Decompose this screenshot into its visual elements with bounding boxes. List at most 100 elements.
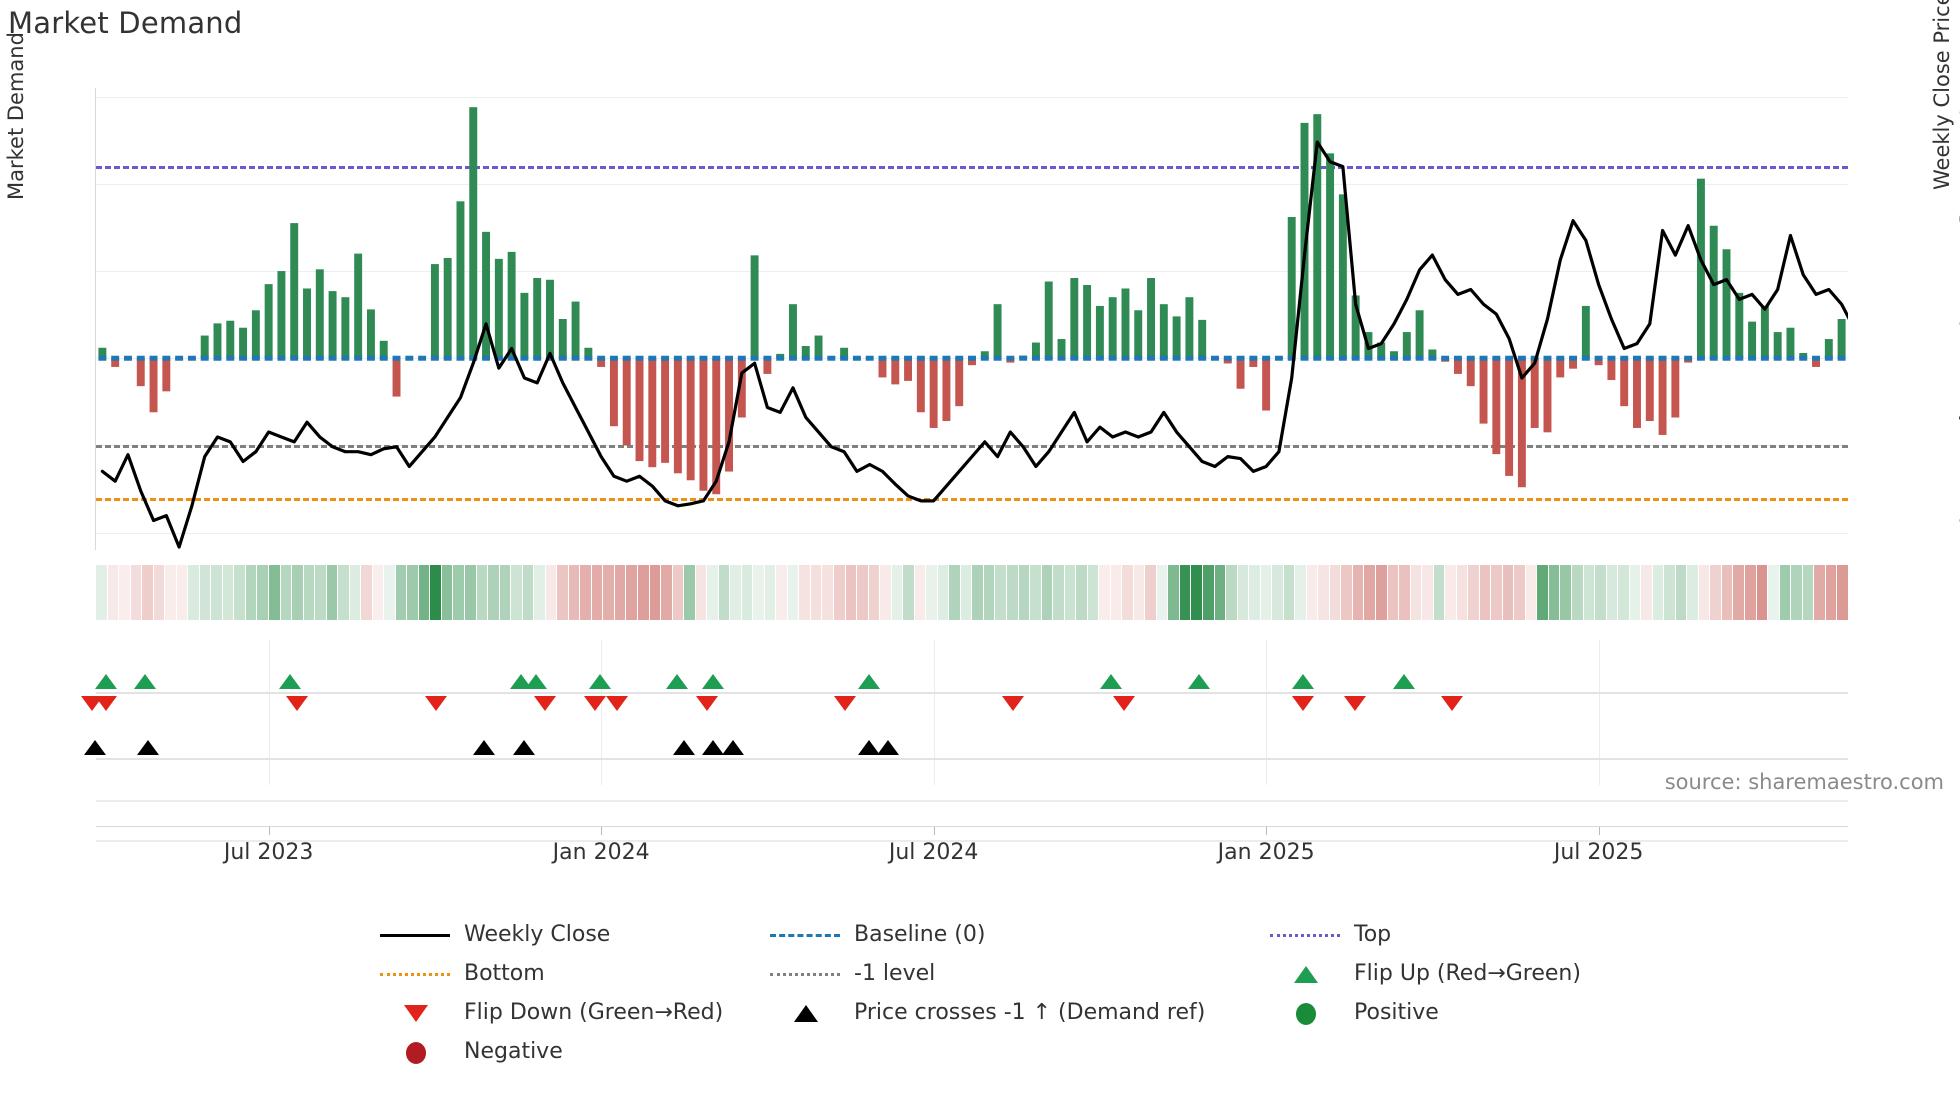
flip-down-marker xyxy=(425,696,447,711)
panel-rule xyxy=(96,800,1848,802)
flip-down-marker xyxy=(286,696,308,711)
heat-cell xyxy=(1272,565,1283,620)
page-title: Market Demand xyxy=(8,6,243,40)
marker-panel-separator xyxy=(601,640,603,785)
heat-cell xyxy=(257,565,268,620)
price-cross-marker xyxy=(513,740,535,755)
heat-cell xyxy=(418,565,430,620)
heat-cell xyxy=(476,565,488,620)
flip-up-marker xyxy=(702,674,724,689)
heat-cell xyxy=(1583,565,1595,620)
legend-item[interactable]: Flip Up (Red→Green) xyxy=(1270,961,1700,986)
price-cross-marker xyxy=(877,740,899,755)
heat-cell xyxy=(534,565,545,620)
heat-cell xyxy=(661,565,672,620)
heat-cell xyxy=(1064,565,1076,620)
cross-row-divider xyxy=(96,758,1848,760)
flip-down-marker xyxy=(1002,696,1024,711)
legend-item[interactable]: Baseline (0) xyxy=(770,922,1270,947)
heat-cell xyxy=(1710,565,1721,620)
heat-cell xyxy=(1525,565,1537,620)
flip-up-marker xyxy=(525,674,547,689)
heat-cell xyxy=(822,565,833,620)
heat-cell xyxy=(1399,565,1410,620)
legend-item[interactable]: Top xyxy=(1270,922,1700,947)
heat-cell xyxy=(1433,565,1445,620)
flip-up-marker xyxy=(1393,674,1415,689)
heat-cell xyxy=(603,565,614,620)
heat-cell xyxy=(707,565,718,620)
heat-cell xyxy=(119,565,130,620)
heat-cell xyxy=(107,565,119,620)
heat-cell xyxy=(1468,565,1479,620)
heat-cell xyxy=(1375,565,1387,620)
legend-label: Positive xyxy=(1354,1000,1439,1025)
flip-down-marker xyxy=(834,696,856,711)
flip-down-marker xyxy=(606,696,628,711)
price-cross-marker xyxy=(84,740,106,755)
heat-cell xyxy=(730,565,741,620)
legend-item[interactable]: Flip Down (Green→Red) xyxy=(380,1000,770,1025)
gridline xyxy=(96,271,1848,273)
heat-cell xyxy=(1018,565,1030,620)
heat-cell xyxy=(1318,565,1329,620)
heat-cell xyxy=(845,565,857,620)
flip-up-marker xyxy=(134,674,156,689)
heat-cell xyxy=(626,565,637,620)
heat-cell xyxy=(1768,565,1779,620)
line-dotted-purple-icon xyxy=(1270,924,1340,946)
heat-cell xyxy=(430,565,441,620)
legend-item[interactable]: Weekly Close xyxy=(380,922,770,947)
price-cross-marker xyxy=(858,740,880,755)
heat-cell xyxy=(1329,565,1341,620)
heat-cell xyxy=(1744,565,1756,620)
heat-cell xyxy=(1837,565,1848,620)
heat-cell xyxy=(903,565,914,620)
heat-cell xyxy=(1502,565,1514,620)
heat-cell xyxy=(1756,565,1768,620)
flip-down-marker xyxy=(584,696,606,711)
heat-cell xyxy=(453,565,464,620)
flip-down-marker xyxy=(1344,696,1366,711)
heat-cell xyxy=(1237,565,1249,620)
heat-cell xyxy=(776,565,787,620)
heat-cell xyxy=(142,565,153,620)
heat-cell xyxy=(972,565,983,620)
flip-down-marker xyxy=(1441,696,1463,711)
flip-down-marker xyxy=(95,696,117,711)
legend-label: -1 level xyxy=(854,961,936,986)
heat-cell xyxy=(1629,565,1641,620)
heat-cell xyxy=(1306,565,1318,620)
heat-cell xyxy=(1110,565,1122,620)
legend-item[interactable]: Negative xyxy=(380,1039,770,1064)
heat-cell xyxy=(522,565,534,620)
heat-cell xyxy=(1076,565,1087,620)
line-dotted-orange-icon xyxy=(380,963,450,985)
y-axis-right-label: Weekly Close Price xyxy=(1930,0,1954,190)
heat-cell xyxy=(1606,565,1618,620)
heat-cell xyxy=(1156,565,1168,620)
heat-cell xyxy=(349,565,361,620)
x-tick-label: Jul 2024 xyxy=(888,840,979,865)
heat-cell xyxy=(1456,565,1468,620)
marker-panel xyxy=(81,640,1848,842)
legend-item[interactable]: Positive xyxy=(1270,1000,1700,1025)
legend-item[interactable]: Bottom xyxy=(380,961,770,986)
line-dashed-blue-icon xyxy=(770,924,840,946)
heat-cell xyxy=(684,565,695,620)
heat-cell xyxy=(1814,565,1825,620)
heat-cell xyxy=(949,565,960,620)
triangle-down-red-icon xyxy=(380,1002,450,1024)
heat-cell xyxy=(787,565,799,620)
legend-item[interactable]: -1 level xyxy=(770,961,1270,986)
weekly-close-line xyxy=(100,140,1848,549)
price-cross-marker xyxy=(722,740,744,755)
heat-cell xyxy=(718,565,730,620)
panel-rule xyxy=(96,840,1848,842)
heat-cell xyxy=(1560,565,1571,620)
heat-cell xyxy=(1214,565,1226,620)
heat-cell xyxy=(1352,565,1364,620)
heat-cell xyxy=(695,565,707,620)
legend-item[interactable]: Price crosses -1 ↑ (Demand ref) xyxy=(770,1000,1270,1025)
heat-cell xyxy=(1802,565,1814,620)
